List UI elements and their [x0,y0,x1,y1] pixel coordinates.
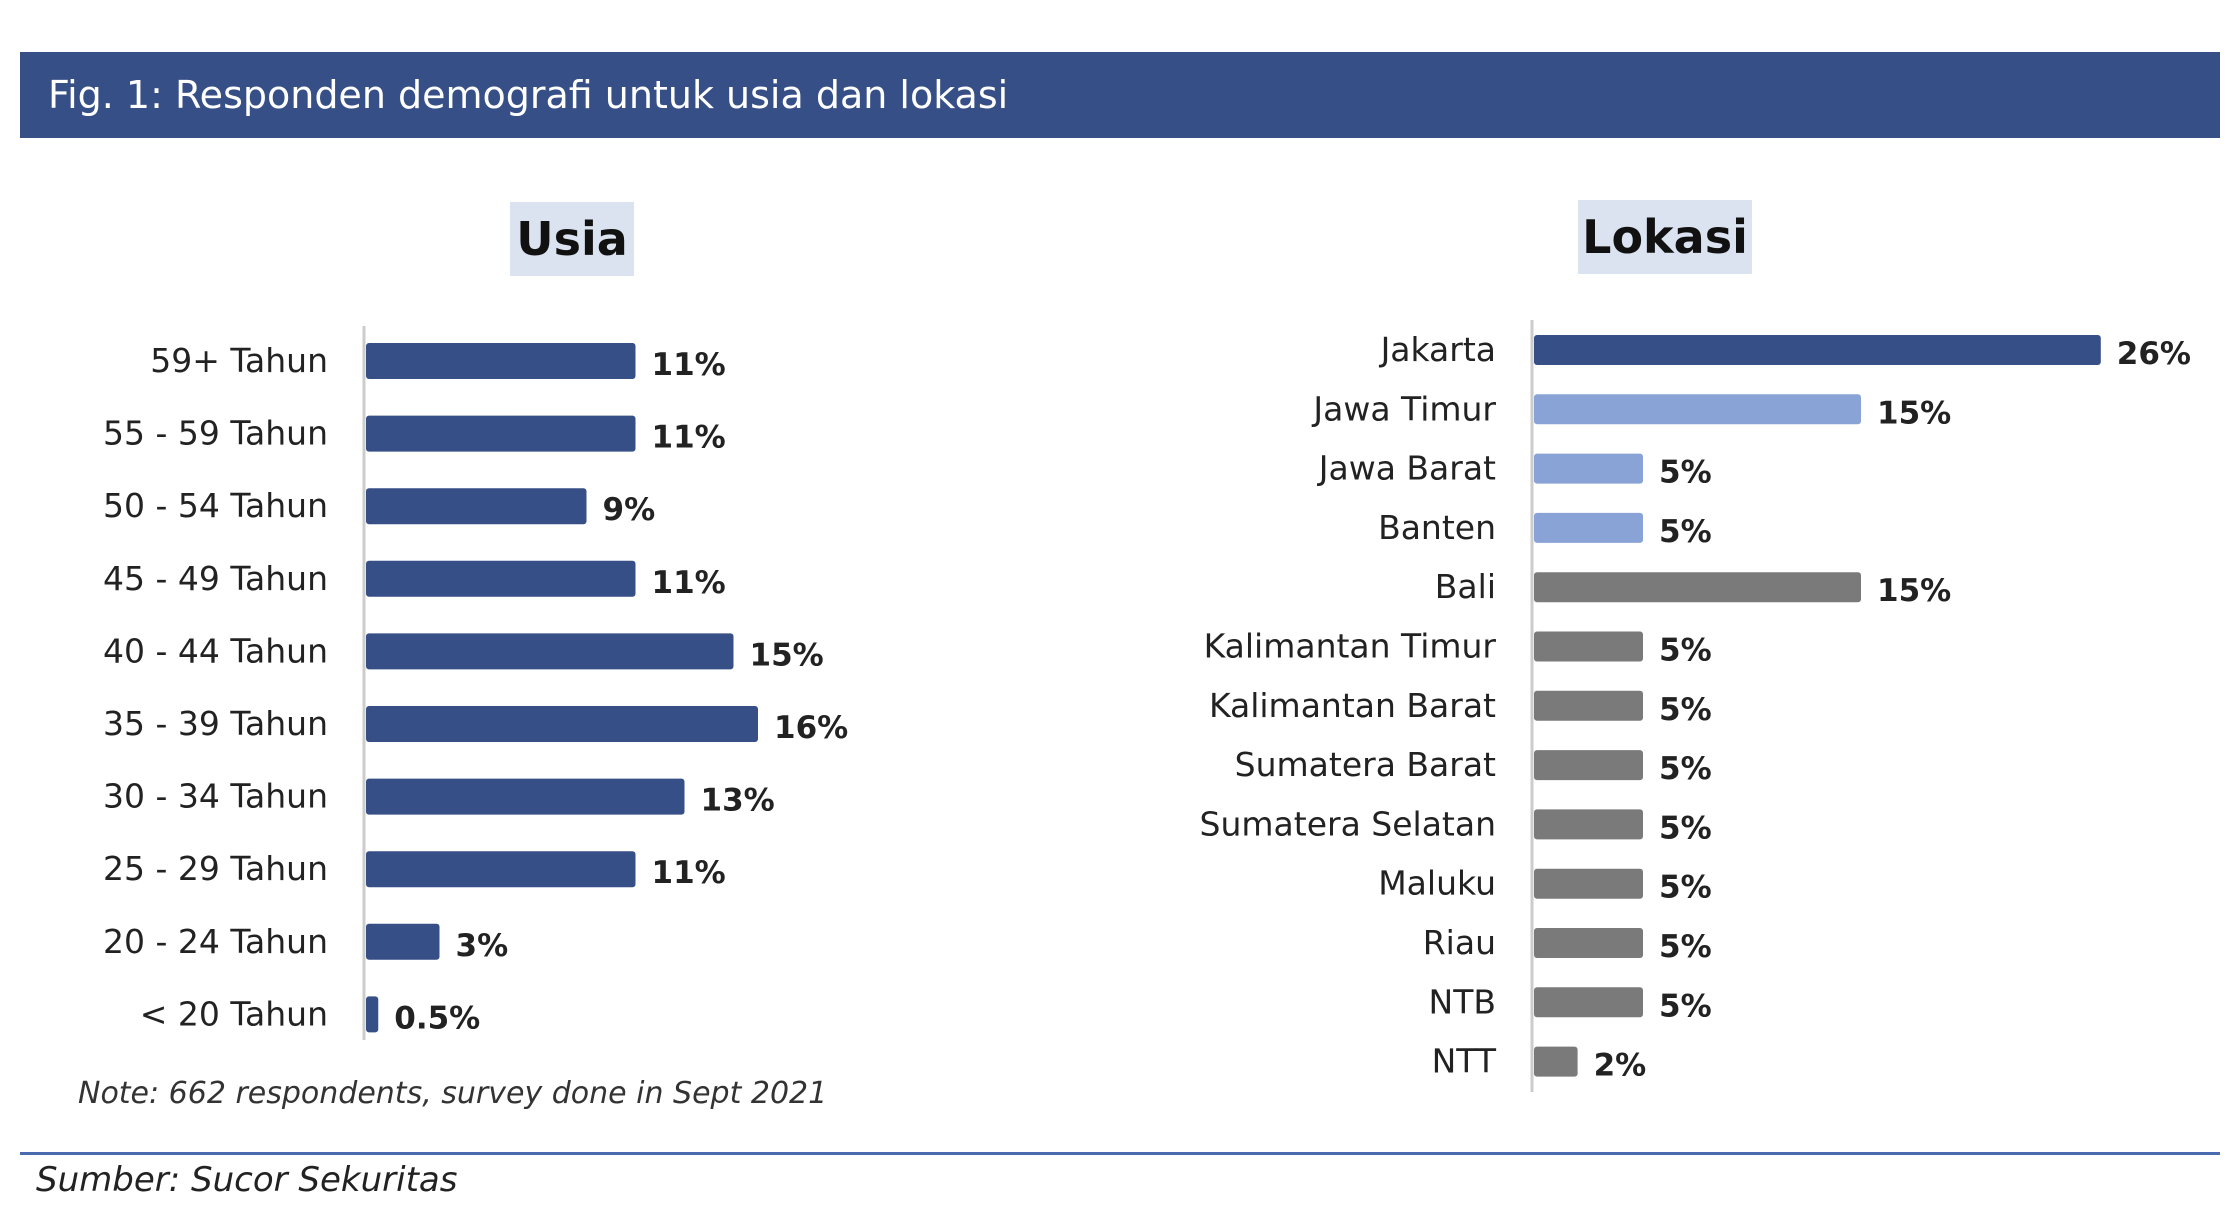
lokasi-bar-sumatera-selatan [1534,809,1643,840]
lokasi-value-label-jakarta: 26% [2117,336,2191,372]
usia-bar-55-59-tahun [366,415,636,452]
usia-category-label-45-49-tahun: 45 - 49 Tahun [103,559,328,598]
lokasi-category-label-jawa-barat: Jawa Barat [1317,449,1496,488]
lokasi-category-label-ntb: NTB [1429,982,1496,1021]
lokasi-value-label-bali: 15% [1877,573,1951,609]
usia-category-label-20-tahun: < 20 Tahun [140,994,328,1033]
usia-chart-title: Usia [510,202,634,276]
lokasi-value-label-sumatera-selatan: 5% [1659,810,1712,846]
usia-category-label-20-24-tahun: 20 - 24 Tahun [103,922,328,961]
lokasi-bar-maluku [1534,868,1643,899]
lokasi-value-label-sumatera-barat: 5% [1659,751,1712,787]
usia-value-label-35-39-tahun: 16% [774,710,848,746]
source-caption: Sumber: Sucor Sekuritas [36,1160,458,1200]
footer-divider [20,1152,2220,1155]
usia-value-label-20-24-tahun: 3% [456,928,509,964]
usia-value-label-30-34-tahun: 13% [701,783,775,819]
figure-header: Fig. 1: Responden demografi untuk usia d… [20,52,2220,138]
lokasi-value-label-jawa-timur: 15% [1877,395,1951,431]
lokasi-value-label-ntt: 2% [1594,1048,1647,1084]
lokasi-bar-kalimantan-timur [1534,631,1643,662]
usia-value-label-50-54-tahun: 9% [603,492,656,528]
usia-bar-20-24-tahun [366,923,440,960]
lokasi-category-label-kalimantan-barat: Kalimantan Barat [1209,686,1496,725]
usia-bar-45-49-tahun [366,560,636,597]
usia-bar-40-44-tahun [366,633,734,670]
lokasi-bar-chart: Jakarta 26% Jawa Timur 15% Jawa Barat 5% Bante… [1200,320,2191,1092]
lokasi-bar-jawa-timur [1534,394,1861,425]
usia-value-label-45-49-tahun: 11% [652,565,726,601]
usia-category-label-50-54-tahun: 50 - 54 Tahun [103,486,328,525]
usia-category-label-30-34-tahun: 30 - 34 Tahun [103,777,328,816]
lokasi-bar-banten [1534,512,1643,543]
lokasi-bar-jawa-barat [1534,453,1643,484]
usia-category-label-35-39-tahun: 35 - 39 Tahun [103,704,328,743]
lokasi-value-label-banten: 5% [1659,514,1712,550]
lokasi-bar-sumatera-barat [1534,750,1643,781]
usia-category-label-59-tahun: 59+ Tahun [150,341,328,380]
lokasi-bar-kalimantan-barat [1534,690,1643,721]
lokasi-bar-ntb [1534,987,1643,1018]
survey-note: Note: 662 respondents, survey done in Se… [78,1076,828,1111]
usia-value-label-59-tahun: 11% [652,347,726,383]
figure-title: Fig. 1: Responden demografi untuk usia d… [48,73,1009,117]
lokasi-category-label-riau: Riau [1423,923,1496,962]
lokasi-category-label-ntt: NTT [1432,1042,1497,1081]
lokasi-category-label-sumatera-selatan: Sumatera Selatan [1200,804,1496,843]
usia-value-label-40-44-tahun: 15% [750,637,824,673]
usia-value-label-25-29-tahun: 11% [652,855,726,891]
lokasi-bar-ntt [1534,1046,1578,1077]
usia-category-label-25-29-tahun: 25 - 29 Tahun [103,849,328,888]
usia-category-label-55-59-tahun: 55 - 59 Tahun [103,414,328,453]
lokasi-category-label-banten: Banten [1378,508,1496,547]
lokasi-value-label-kalimantan-timur: 5% [1659,633,1712,669]
usia-bar-35-39-tahun [366,706,758,742]
usia-bar-20-tahun [366,996,379,1033]
usia-bar-59-tahun [366,343,636,379]
lokasi-category-label-maluku: Maluku [1378,864,1496,903]
lokasi-category-label-bali: Bali [1435,567,1496,606]
usia-bar-50-54-tahun [366,488,587,525]
lokasi-value-label-jawa-barat: 5% [1659,455,1712,491]
lokasi-chart-title: Lokasi [1578,200,1752,274]
lokasi-value-label-riau: 5% [1659,929,1712,965]
usia-category-label-40-44-tahun: 40 - 44 Tahun [103,631,328,670]
lokasi-category-label-jakarta: Jakarta [1379,330,1496,369]
lokasi-category-label-kalimantan-timur: Kalimantan Timur [1204,627,1497,666]
usia-bar-30-34-tahun [366,778,685,815]
lokasi-bar-jakarta [1534,335,2101,365]
usia-bar-chart: 59+ Tahun 11% 55 - 59 Tahun 11% 50 - 54 Tahu… [103,326,848,1040]
lokasi-bar-bali [1534,572,1861,603]
usia-value-label-55-59-tahun: 11% [652,420,726,456]
lokasi-value-label-maluku: 5% [1659,870,1712,906]
lokasi-category-label-jawa-timur: Jawa Timur [1311,389,1496,428]
usia-bar-25-29-tahun [366,851,636,888]
lokasi-category-label-sumatera-barat: Sumatera Barat [1235,745,1496,784]
lokasi-value-label-ntb: 5% [1659,988,1712,1024]
lokasi-value-label-kalimantan-barat: 5% [1659,692,1712,728]
usia-value-label-20-tahun: 0.5% [394,1000,480,1036]
lokasi-bar-riau [1534,928,1643,958]
